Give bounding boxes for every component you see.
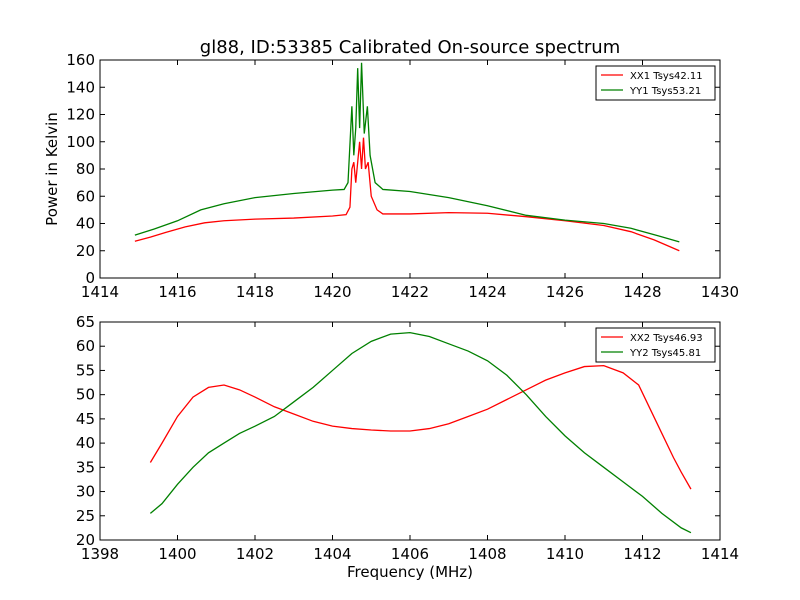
y-tick-label: 140 — [66, 78, 95, 96]
legend-label: YY2 Tsys45.81 — [629, 348, 701, 359]
y-tick-label: 60 — [76, 337, 95, 355]
top-panel: 1414 1416 1418 1420 1422 1424 1426 1428 1430 0 20 4… — [43, 51, 739, 301]
figure-title: gl88, ID:53385 Calibrated On-source spec… — [200, 37, 620, 58]
x-tick-label: 1418 — [236, 283, 274, 301]
x-tick-label: 1414 — [81, 283, 119, 301]
x-axis-label: Frequency (MHz) — [347, 563, 473, 581]
x-tick-label: 1410 — [546, 545, 584, 563]
x-tick-label: 1398 — [81, 545, 119, 563]
x-tick-label: 1426 — [546, 283, 584, 301]
legend-label: YY1 Tsys53.21 — [629, 86, 701, 97]
x-tick-label: 1422 — [391, 283, 429, 301]
y-tick-label: 50 — [76, 386, 95, 404]
y-tick-label: 30 — [76, 483, 95, 501]
legend-box — [595, 327, 716, 363]
legend-label: XX2 Tsys46.93 — [630, 333, 703, 344]
x-tick-label: 1430 — [701, 283, 739, 301]
x-tick-label: 1400 — [158, 545, 196, 563]
x-tick-label: 1414 — [701, 545, 739, 563]
x-tick-label: 1408 — [468, 545, 506, 563]
series-line-1 — [149, 364, 692, 490]
y-tick-label: 35 — [76, 458, 95, 476]
y-tick-label: 160 — [66, 51, 95, 69]
x-tick-label: 1412 — [623, 545, 661, 563]
series-line-1 — [134, 137, 680, 252]
y-tick-label: 25 — [76, 507, 95, 525]
y-tick-label: 100 — [66, 133, 95, 151]
x-tick-label: 1406 — [391, 545, 429, 563]
series-line-2 — [149, 332, 692, 534]
x-tick-label: 1416 — [158, 283, 196, 301]
series-line-2 — [134, 62, 680, 243]
y-tick-label: 80 — [76, 160, 95, 178]
legend: XX1 Tsys42.11 YY1 Tsys53.21 — [595, 65, 716, 101]
y-tick-label: 55 — [76, 361, 95, 379]
bottom-panel: 1398 1400 1402 1404 1406 1408 1410 1412 1414 20 25… — [76, 313, 739, 563]
x-tick-label: 1404 — [313, 545, 351, 563]
legend-label: XX1 Tsys42.11 — [630, 71, 703, 82]
x-tick-label: 1402 — [236, 545, 274, 563]
legend: XX2 Tsys46.93 YY2 Tsys45.81 — [595, 327, 716, 363]
y-tick-label: 0 — [85, 269, 95, 287]
y-tick-label: 120 — [66, 106, 95, 124]
y-axis-label: Power in Kelvin — [43, 112, 61, 226]
y-tick-label: 20 — [76, 242, 95, 260]
y-tick-label: 40 — [76, 215, 95, 233]
x-tick-label: 1420 — [313, 283, 351, 301]
y-tick-label: 40 — [76, 434, 95, 452]
y-tick-label: 45 — [76, 410, 95, 428]
x-tick-label: 1428 — [623, 283, 661, 301]
x-tick-label: 1424 — [468, 283, 506, 301]
y-tick-label: 65 — [76, 313, 95, 331]
y-tick-label: 20 — [76, 531, 95, 549]
y-tick-label: 60 — [76, 187, 95, 205]
legend-box — [595, 65, 716, 101]
